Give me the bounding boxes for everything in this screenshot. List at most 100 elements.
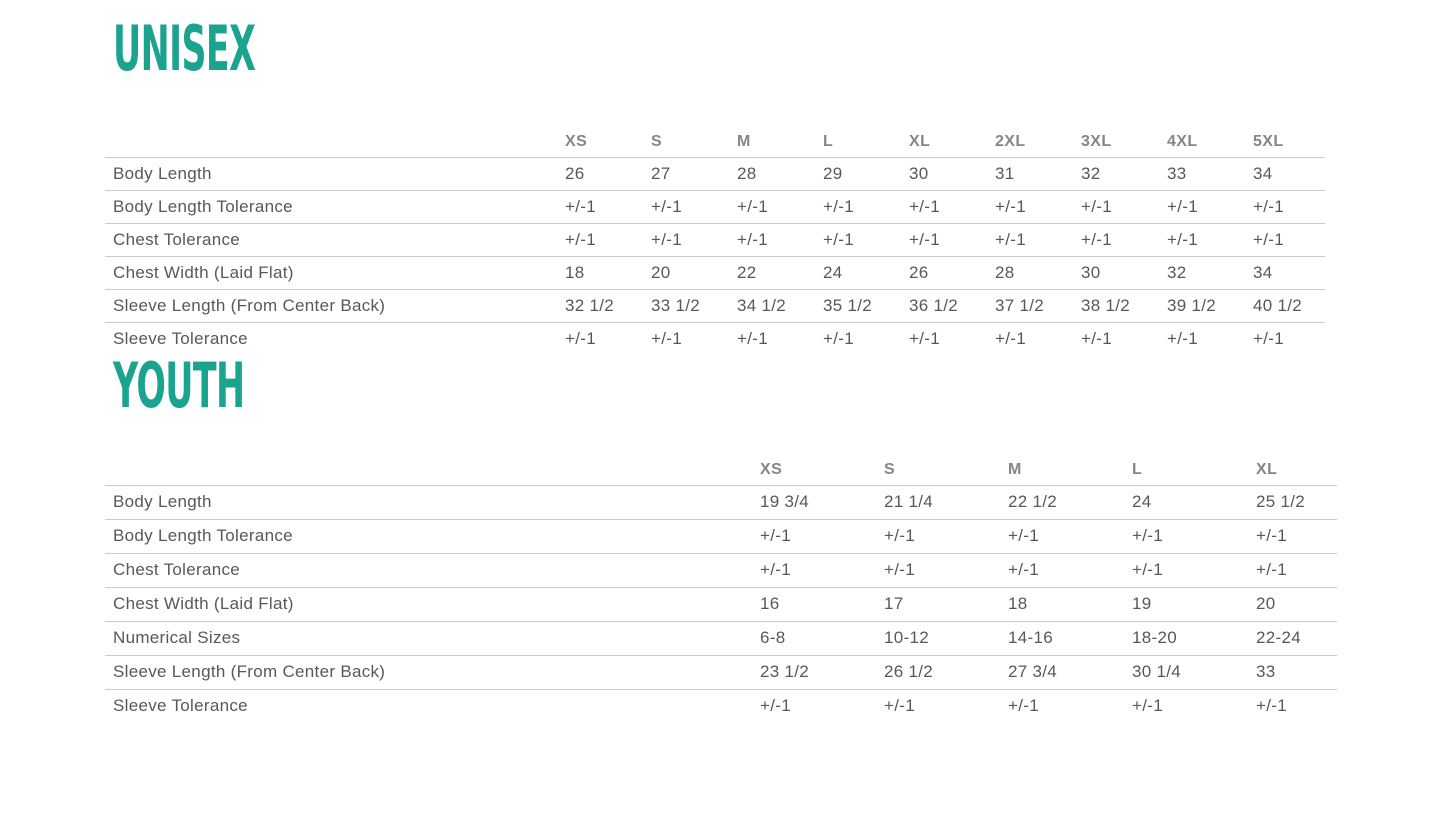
measurement-cell: 33	[1256, 655, 1337, 690]
row-label: Body Length	[105, 485, 760, 520]
measurement-cell: +/-1	[651, 223, 737, 257]
measurement-cell: 22-24	[1256, 621, 1337, 656]
row-label: Sleeve Tolerance	[113, 696, 248, 716]
measurement-cell: 28	[995, 256, 1081, 290]
measurement-cell: +/-1	[737, 328, 768, 348]
size-table-youth: XS S M L XL Body Length 19 3/4 21 1/4 22 1/2 24 2…	[105, 456, 1337, 723]
measurement-cell: 29	[823, 157, 909, 191]
table-row: Sleeve Tolerance +/-1 +/-1 +/-1 +/-1 +/-1 +/-1…	[105, 322, 1325, 355]
measurement-cell: 26	[909, 256, 995, 290]
measurement-cell: 25 1/2	[1256, 485, 1337, 520]
measurement-cell: 37 1/2	[995, 289, 1081, 323]
measurement-cell: +/-1	[1256, 696, 1287, 716]
size-header-row: XS S M L XL 2XL 3XL 4XL 5XL	[105, 128, 1325, 158]
measurement-cell: 30	[1081, 256, 1167, 290]
row-label: Numerical Sizes	[105, 621, 760, 656]
size-table-unisex: XS S M L XL 2XL 3XL 4XL 5XL Body Length 26 27 28 29 3…	[105, 128, 1325, 355]
measurement-cell: +/-1	[651, 190, 737, 224]
section-title-unisex: UNISEX	[113, 12, 256, 85]
measurement-cell: 32	[1167, 256, 1253, 290]
measurement-cell: +/-1	[1256, 519, 1337, 554]
measurement-cell: +/-1	[737, 223, 823, 257]
table-row: Chest Tolerance +/-1 +/-1 +/-1 +/-1 +/-1	[105, 553, 1337, 588]
measurement-cell: 14-16	[1008, 621, 1132, 656]
section-title-youth: YOUTH	[113, 349, 245, 422]
measurement-cell: +/-1	[823, 223, 909, 257]
table-row: Sleeve Tolerance +/-1 +/-1 +/-1 +/-1 +/-1	[105, 689, 1337, 723]
table-row: Body Length Tolerance +/-1 +/-1 +/-1 +/-1 +/-…	[105, 190, 1325, 224]
measurement-cell: +/-1	[737, 190, 823, 224]
measurement-cell: +/-1	[884, 696, 915, 716]
measurement-cell: 40 1/2	[1253, 289, 1325, 323]
table-row: Chest Width (Laid Flat) 18 20 22 24 26 28 30 32 3…	[105, 256, 1325, 290]
row-label: Chest Width (Laid Flat)	[105, 256, 565, 290]
measurement-cell: 27 3/4	[1008, 655, 1132, 690]
table-row: Sleeve Length (From Center Back) 32 1/2 33…	[105, 289, 1325, 323]
measurement-cell: 31	[995, 157, 1081, 191]
measurement-cell: +/-1	[565, 190, 651, 224]
measurement-cell: 34	[1253, 157, 1325, 191]
measurement-cell: +/-1	[1253, 223, 1325, 257]
measurement-cell: +/-1	[760, 553, 884, 588]
measurement-cell: 33 1/2	[651, 289, 737, 323]
measurement-cell: 10-12	[884, 621, 1008, 656]
measurement-cell: +/-1	[1008, 696, 1039, 716]
measurement-cell: +/-1	[1167, 328, 1198, 348]
measurement-cell: +/-1	[995, 223, 1081, 257]
size-column-header: 3XL	[1081, 128, 1167, 158]
measurement-cell: +/-1	[1008, 553, 1132, 588]
measurement-cell: +/-1	[909, 328, 940, 348]
measurement-cell: +/-1	[651, 328, 682, 348]
size-column-header: 2XL	[995, 128, 1081, 158]
measurement-cell: 20	[651, 256, 737, 290]
row-label: Chest Tolerance	[105, 553, 760, 588]
row-label: Chest Tolerance	[105, 223, 565, 257]
measurement-cell: 19 3/4	[760, 485, 884, 520]
section-youth: YOUTH XS S M L XL Body Length 19 3/4 21 1/4 22 …	[105, 355, 1445, 723]
measurement-cell: +/-1	[1132, 519, 1256, 554]
size-column-header: L	[823, 128, 909, 158]
measurement-cell: +/-1	[823, 190, 909, 224]
measurement-cell: +/-1	[565, 223, 651, 257]
measurement-cell: 19	[1132, 587, 1256, 622]
measurement-cell: 24	[823, 256, 909, 290]
measurement-cell: 17	[884, 587, 1008, 622]
table-row: Body Length 26 27 28 29 30 31 32 33 34	[105, 157, 1325, 191]
table-row: Chest Width (Laid Flat) 16 17 18 19 20	[105, 587, 1337, 622]
measurement-cell: 30	[909, 157, 995, 191]
measurement-cell: +/-1	[1132, 696, 1163, 716]
size-guide-page: UNISEX XS S M L XL 2XL 3XL 4XL 5XL Body Length 26…	[105, 18, 1445, 723]
measurement-cell: +/-1	[1253, 328, 1284, 348]
row-label: Chest Width (Laid Flat)	[105, 587, 760, 622]
size-column-header: XS	[565, 128, 651, 158]
section-unisex: UNISEX XS S M L XL 2XL 3XL 4XL 5XL Body Length 26…	[105, 18, 1445, 355]
row-label: Sleeve Length (From Center Back)	[105, 289, 565, 323]
measurement-cell: +/-1	[909, 223, 995, 257]
table-row: Numerical Sizes 6-8 10-12 14-16 18-20 22-24	[105, 621, 1337, 656]
measurement-cell: 26	[565, 157, 651, 191]
size-column-header: XL	[909, 128, 995, 158]
table-row: Body Length 19 3/4 21 1/4 22 1/2 24 25 1/2	[105, 485, 1337, 520]
measurement-cell: 6-8	[760, 621, 884, 656]
size-column-header: XL	[1256, 456, 1337, 486]
table-row: Sleeve Length (From Center Back) 23 1/2 26…	[105, 655, 1337, 690]
measurement-cell: +/-1	[995, 190, 1081, 224]
measurement-cell: 34 1/2	[737, 289, 823, 323]
measurement-cell: +/-1	[1081, 190, 1167, 224]
measurement-cell: 34	[1253, 256, 1325, 290]
measurement-cell: 23 1/2	[760, 655, 884, 690]
measurement-cell: +/-1	[1008, 519, 1132, 554]
measurement-cell: +/-1	[884, 519, 1008, 554]
size-column-header: S	[884, 456, 1008, 486]
measurement-cell: 30 1/4	[1132, 655, 1256, 690]
measurement-cell: +/-1	[909, 190, 995, 224]
table-row: Body Length Tolerance +/-1 +/-1 +/-1 +/-1 +/-…	[105, 519, 1337, 554]
measurement-cell: 32 1/2	[565, 289, 651, 323]
measurement-cell: +/-1	[1167, 223, 1253, 257]
measurement-cell: 36 1/2	[909, 289, 995, 323]
size-column-header: M	[737, 128, 823, 158]
measurement-cell: 32	[1081, 157, 1167, 191]
measurement-cell: +/-1	[760, 519, 884, 554]
measurement-cell: 18	[565, 256, 651, 290]
measurement-cell: +/-1	[1132, 553, 1256, 588]
